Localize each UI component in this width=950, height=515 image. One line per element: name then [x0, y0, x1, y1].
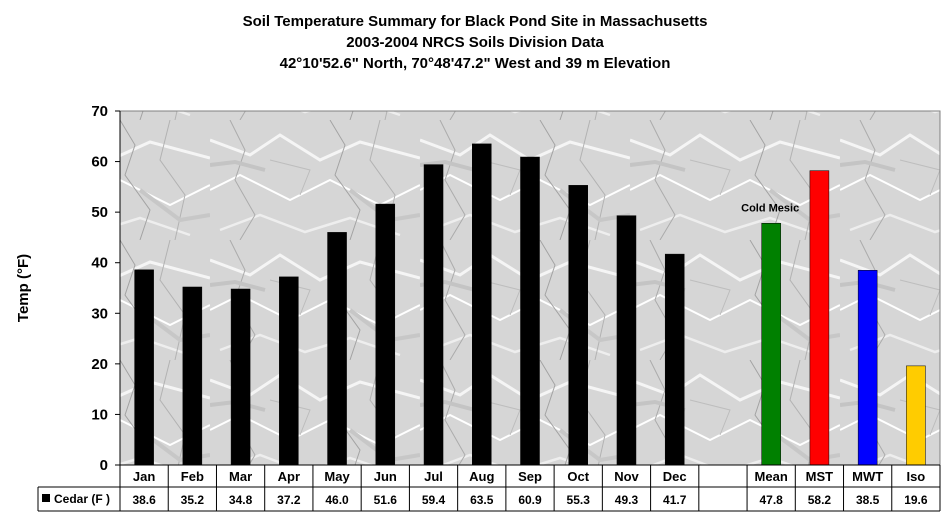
x-tick-label: Feb	[181, 469, 204, 484]
bar-jul	[423, 164, 444, 466]
bar-mar	[230, 288, 251, 466]
data-table-value: 49.3	[615, 493, 639, 507]
bar-oct	[568, 185, 588, 466]
bar-jan	[134, 269, 154, 466]
y-axis-label: Temp (°F)	[15, 254, 32, 322]
bar-aug	[472, 143, 492, 466]
bar-may	[327, 232, 347, 466]
y-tick-label: 20	[91, 356, 108, 373]
x-tick-label: MST	[806, 469, 834, 484]
bar-feb	[182, 286, 203, 466]
bars	[134, 143, 926, 466]
x-tick-label: May	[324, 469, 350, 484]
x-tick-label: Dec	[663, 469, 687, 484]
y-tick-label: 50	[91, 204, 108, 221]
y-axis: 0 10 20 30 40 50 60 70	[91, 103, 121, 474]
data-table-value: 60.9	[518, 493, 542, 507]
legend-label: Cedar (F )	[54, 492, 110, 506]
chart-title-line-1: Soil Temperature Summary for Black Pond …	[243, 13, 708, 30]
x-tick-label: Nov	[614, 469, 639, 484]
bar-sep	[520, 156, 540, 466]
chart-title-line-3: 42°10'52.6" North, 70°48'47.2" West and …	[280, 55, 671, 72]
y-tick-label: 0	[100, 457, 108, 474]
data-table-value: 38.6	[132, 493, 156, 507]
x-tick-label: Mean	[755, 469, 788, 484]
bar-dec	[664, 253, 685, 466]
chart-title-line-2: 2003-2004 NRCS Soils Division Data	[346, 34, 604, 51]
bar-iso	[906, 365, 926, 466]
y-tick-label: 60	[91, 154, 108, 171]
data-table-value: 59.4	[422, 493, 446, 507]
data-table-value: 51.6	[374, 493, 398, 507]
y-tick-label: 30	[91, 305, 108, 322]
x-tick-label: Oct	[567, 469, 589, 484]
y-tick-label: 70	[91, 103, 108, 120]
x-tick-label: Sep	[518, 469, 542, 484]
x-tick-label: Iso	[906, 469, 925, 484]
y-tick-label: 40	[91, 255, 108, 272]
data-table-value: 34.8	[229, 493, 253, 507]
data-table-value: 19.6	[904, 493, 928, 507]
data-table-value: 47.8	[759, 493, 783, 507]
bar-nov	[616, 215, 637, 466]
data-table-value: 46.0	[325, 493, 349, 507]
y-tick-label: 10	[91, 406, 108, 423]
annotation-label: Cold Mesic	[741, 202, 799, 214]
x-tick-label: Aug	[469, 469, 494, 484]
data-table-value: 35.2	[181, 493, 205, 507]
bar-apr	[279, 276, 299, 466]
data-table-value: 41.7	[663, 493, 687, 507]
bar-mwt	[857, 270, 878, 466]
data-table-value: 37.2	[277, 493, 301, 507]
x-tick-label: Jul	[424, 469, 443, 484]
data-table-value: 63.5	[470, 493, 494, 507]
data-table-value: 55.3	[567, 493, 591, 507]
x-tick-label: Apr	[278, 469, 300, 484]
data-table-value: 58.2	[808, 493, 832, 507]
annotations: Cold Mesic	[741, 202, 799, 214]
data-table: Cedar (F ) Jan 38.6 Feb 35.2 Mar 34.8 Apr 37.2 M…	[37, 465, 941, 512]
legend-key	[42, 494, 50, 502]
bar-jun	[375, 203, 396, 466]
x-tick-label: MWT	[852, 469, 883, 484]
x-tick-label: Jun	[374, 469, 397, 484]
x-tick-label: Jan	[133, 469, 155, 484]
bar-mean	[761, 223, 781, 466]
bar-mst	[809, 170, 830, 466]
data-table-value: 38.5	[856, 493, 880, 507]
x-tick-label: Mar	[229, 469, 252, 484]
